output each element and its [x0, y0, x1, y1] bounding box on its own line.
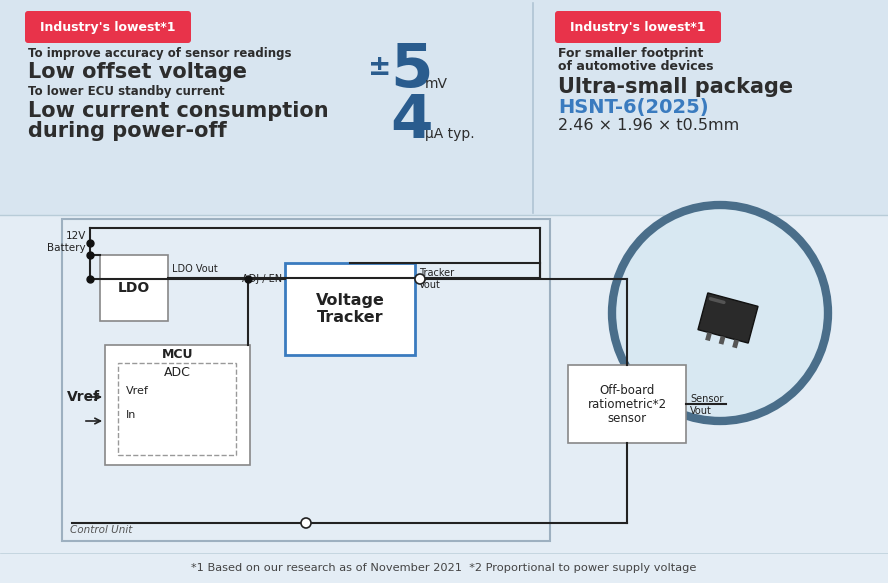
Text: ±: ±	[368, 53, 392, 81]
Text: In: In	[126, 410, 137, 420]
Circle shape	[415, 274, 425, 284]
Text: Off-board: Off-board	[599, 384, 654, 396]
Text: of automotive devices: of automotive devices	[558, 61, 713, 73]
Text: Vref: Vref	[67, 390, 100, 404]
Text: LDO: LDO	[118, 281, 150, 295]
FancyBboxPatch shape	[555, 11, 721, 43]
Text: Industry's lowest*1: Industry's lowest*1	[570, 20, 706, 33]
Text: Control Unit: Control Unit	[70, 525, 132, 535]
Circle shape	[612, 205, 828, 421]
Circle shape	[301, 518, 311, 528]
Text: Vout: Vout	[419, 280, 440, 290]
Text: Vout: Vout	[690, 406, 712, 416]
FancyBboxPatch shape	[285, 263, 415, 355]
Text: ratiometric*2: ratiometric*2	[588, 398, 667, 410]
Text: Tracker: Tracker	[419, 268, 454, 278]
Text: Sensor: Sensor	[690, 394, 724, 404]
Text: ADC: ADC	[163, 367, 190, 380]
Text: LDO Vout: LDO Vout	[172, 264, 218, 274]
FancyBboxPatch shape	[0, 0, 888, 215]
Text: MCU: MCU	[162, 349, 194, 361]
FancyBboxPatch shape	[25, 11, 191, 43]
Text: 5: 5	[390, 41, 432, 100]
Text: 2.46 × 1.96 × t0.5mm: 2.46 × 1.96 × t0.5mm	[558, 118, 739, 134]
FancyBboxPatch shape	[100, 255, 168, 321]
Polygon shape	[698, 293, 758, 343]
Text: Tracker: Tracker	[317, 311, 384, 325]
Text: during power-off: during power-off	[28, 121, 226, 141]
Text: Low offset voltage: Low offset voltage	[28, 62, 247, 82]
Text: Voltage: Voltage	[315, 293, 385, 307]
Text: Low current consumption: Low current consumption	[28, 101, 329, 121]
Text: ADJ / EN: ADJ / EN	[242, 274, 282, 284]
Text: Ultra-small package: Ultra-small package	[558, 77, 793, 97]
Text: 4: 4	[390, 92, 432, 150]
FancyBboxPatch shape	[62, 219, 550, 541]
Text: Battery: Battery	[47, 243, 86, 253]
Text: 12V: 12V	[66, 231, 86, 241]
Text: μA typ.: μA typ.	[425, 127, 474, 141]
FancyBboxPatch shape	[0, 553, 888, 583]
Text: *1 Based on our research as of November 2021  *2 Proportional to power supply vo: *1 Based on our research as of November …	[191, 563, 697, 573]
FancyBboxPatch shape	[105, 345, 250, 465]
Text: To improve accuracy of sensor readings: To improve accuracy of sensor readings	[28, 47, 291, 59]
Text: sensor: sensor	[607, 412, 646, 424]
Text: Industry's lowest*1: Industry's lowest*1	[40, 20, 176, 33]
Text: HSNT-6(2025): HSNT-6(2025)	[558, 99, 709, 118]
Text: Vref: Vref	[126, 386, 149, 396]
Text: To lower ECU standby current: To lower ECU standby current	[28, 86, 225, 99]
Text: mV: mV	[425, 77, 448, 91]
FancyBboxPatch shape	[568, 365, 686, 443]
Text: For smaller footprint: For smaller footprint	[558, 47, 703, 59]
